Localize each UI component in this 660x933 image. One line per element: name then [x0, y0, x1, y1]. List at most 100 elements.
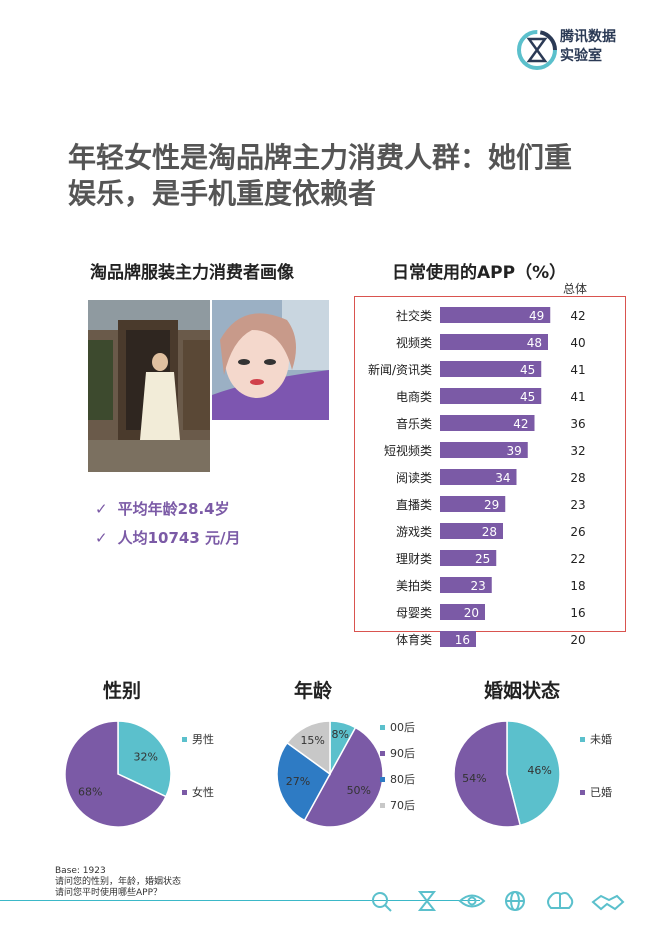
bar-value-label: 48 [527, 336, 542, 350]
brand-line2: 实验室 [560, 48, 602, 64]
age-chart-title: 年龄 [294, 680, 333, 702]
bar-category-label: 直播类 [396, 498, 432, 512]
pie-value-label: 15% [300, 734, 324, 747]
bar-value-label: 23 [470, 579, 485, 593]
footer-question1: 请问您的性别，年龄，婚姻状态 [55, 877, 182, 887]
bar-value-label: 49 [529, 309, 544, 323]
bar-category-label: 体育类 [396, 632, 432, 647]
app-bar [440, 442, 528, 458]
app-bar [440, 388, 542, 404]
total-value-label: 40 [570, 336, 585, 350]
total-value-label: 16 [570, 606, 585, 620]
total-value-label: 36 [570, 417, 585, 431]
legend-label: 未婚 [590, 732, 612, 746]
legend-label: 已婚 [590, 785, 612, 799]
total-value-label: 41 [570, 390, 585, 404]
pie-value-label: 46% [527, 764, 551, 777]
bar-category-label: 理财类 [396, 552, 432, 566]
total-value-label: 41 [570, 363, 585, 377]
bar-value-label: 20 [464, 606, 479, 620]
bar-category-label: 母婴类 [396, 606, 432, 620]
pie-value-label: 68% [78, 786, 102, 799]
app-bar [440, 361, 542, 377]
stat-monthly-spend: ✓ 人均10743 元/月 [95, 527, 240, 548]
pie-slice [117, 720, 172, 798]
pie-value-label: 27% [286, 775, 310, 788]
footer-base: Base: 1923 [55, 866, 106, 876]
check-icon: ✓ [95, 529, 108, 547]
legend-swatch [380, 725, 385, 730]
total-value-label: 20 [570, 633, 585, 647]
app-bar-chart: 社交类 49 42 视频类 48 40 新闻/资讯类 45 41 电商类 45 41 音乐类 42 36 短视… [368, 307, 586, 647]
legend-swatch [182, 790, 187, 795]
bar-value-label: 42 [513, 417, 528, 431]
total-value-label: 32 [570, 444, 585, 458]
gender-chart-title: 性别 [103, 680, 142, 702]
footer-icon-row [372, 891, 625, 912]
bar-value-label: 29 [484, 498, 499, 512]
legend-swatch [380, 751, 385, 756]
bar-category-label: 游戏类 [396, 525, 432, 539]
legend-swatch [380, 777, 385, 782]
age-pie-chart: 8% 50% 27% 15% 00后 90后 80后 70后 [276, 720, 415, 828]
app-bar [440, 307, 551, 323]
app-bar [440, 604, 485, 620]
hourglass-icon [417, 891, 437, 911]
page-title: 年轻女性是淘品牌主力消费人群：她们重 娱乐，是手机重度依赖者 [68, 140, 648, 212]
legend-label: 90后 [390, 747, 415, 760]
app-bar [440, 415, 535, 431]
bar-value-label: 39 [506, 444, 521, 458]
pie-value-label: 54% [462, 772, 486, 785]
app-bar [440, 550, 497, 566]
pie-slice [506, 720, 561, 827]
brand-line1: 腾讯数据 [560, 29, 616, 45]
handshake-icon [591, 894, 625, 911]
pie-slice [286, 720, 331, 776]
highlight-box [354, 296, 626, 632]
bar-category-label: 电商类 [396, 389, 432, 404]
app-bar [440, 334, 548, 350]
pie-value-label: 32% [134, 750, 158, 763]
pie-slice [303, 726, 384, 828]
bar-value-label: 25 [475, 552, 490, 566]
bar-value-label: 16 [455, 633, 470, 647]
bar-value-label: 45 [520, 390, 535, 404]
app-bar [440, 469, 517, 485]
total-value-label: 22 [570, 552, 585, 566]
total-value-label: 28 [570, 471, 585, 485]
total-value-label: 23 [570, 498, 585, 512]
marital-chart-title: 婚姻状态 [484, 680, 561, 702]
globe-icon [505, 891, 525, 911]
bar-category-label: 美拍类 [396, 578, 432, 593]
stat-average-age: ✓ 平均年龄28.4岁 [95, 498, 230, 519]
search-icon [372, 892, 392, 912]
app-bar [440, 523, 503, 539]
legend-label: 00后 [390, 721, 415, 734]
legend-swatch [580, 737, 585, 742]
total-value-label: 42 [570, 309, 585, 323]
bar-category-label: 社交类 [396, 308, 432, 323]
hourglass-logo-icon [517, 30, 557, 70]
total-column-header: 总体 [563, 282, 588, 296]
check-icon: ✓ [95, 500, 108, 518]
footer-notes: Base: 1923 请问您的性别，年龄，婚姻状态 请问您平时使用哪些APP？ [55, 866, 181, 899]
brand-logo-text: 腾讯数据 实验室 [560, 28, 616, 66]
stat-monthly-spend-text: 人均10743 元/月 [117, 529, 241, 547]
app-chart-title: 日常使用的APP（%） [392, 263, 567, 283]
legend-label: 男性 [192, 732, 214, 746]
pie-value-label: 8% [332, 728, 349, 741]
bar-category-label: 短视频类 [384, 443, 432, 458]
pie-value-label: 50% [347, 784, 371, 797]
footer-divider [0, 900, 480, 901]
bar-category-label: 阅读类 [396, 471, 432, 485]
app-bar [440, 577, 492, 593]
app-bar [440, 631, 476, 647]
footer-question2: 请问您平时使用哪些APP？ [55, 888, 163, 898]
total-value-label: 18 [570, 579, 585, 593]
page-title-line1: 年轻女性是淘品牌主力消费人群：她们重 [68, 141, 573, 174]
legend-swatch [380, 803, 385, 808]
bar-category-label: 视频类 [396, 335, 432, 350]
brain-icon [547, 891, 574, 909]
profile-heading: 淘品牌服装主力消费者画像 [90, 263, 294, 283]
